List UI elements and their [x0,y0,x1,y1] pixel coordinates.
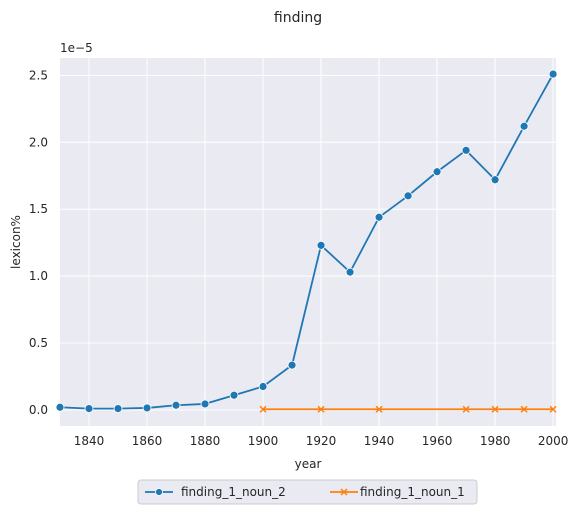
series-finding_1_noun_2 [55,69,558,414]
data-point [229,390,239,400]
x-tick-label: 1900 [248,434,279,448]
y-tick-label: 1.5 [29,202,48,216]
data-point [549,405,557,413]
legend: finding_1_noun_2 finding_1_noun_1 [137,479,478,505]
chart-title: finding [274,10,322,26]
x-tick-label: 1880 [190,434,221,448]
x-tick-label: 1860 [132,434,163,448]
x-tick-label: 1960 [422,434,453,448]
data-point [200,399,210,409]
data-point [432,167,442,177]
y-tick-label: 2.0 [29,135,48,149]
series-line [59,73,554,410]
data-point [519,121,529,131]
data-point [548,69,558,79]
x-axis-ticks: 1840 1860 1880 1900 1920 1940 1960 1980 2000 [74,434,569,448]
x-tick-label: 1840 [74,434,105,448]
data-point [84,404,94,414]
y-axis-label: lexicon% [9,215,23,269]
data-point [461,145,471,155]
data-point [345,267,355,277]
x-tick-label: 1920 [306,434,337,448]
y-offset-label: 1e−5 [60,41,93,55]
data-point [171,400,181,410]
data-point [316,240,326,250]
y-axis-ticks: 0.0 0.5 1.0 1.5 2.0 2.5 [29,68,48,417]
data-point [317,405,325,413]
data-point [520,405,528,413]
x-axis-label: year [295,457,322,471]
legend-label: finding_1_noun_2 [181,485,286,499]
data-point [490,175,500,185]
series-finding_1_noun_1 [259,405,557,413]
legend-entry: finding_1_noun_1 [330,485,465,499]
y-tick-label: 0.5 [29,336,48,350]
y-tick-label: 1.0 [29,269,48,283]
series-layer [55,69,558,414]
y-tick-label: 2.5 [29,68,48,82]
legend-box [137,479,478,505]
data-point [258,382,268,391]
data-point [113,404,123,414]
x-tick-label: 1940 [364,434,395,448]
data-point [55,402,65,412]
data-point [403,191,413,201]
plot-area [60,58,556,426]
data-point [375,405,383,413]
x-tick-label: 1980 [480,434,511,448]
legend-entry: finding_1_noun_2 [145,485,286,499]
data-point [374,212,384,222]
data-point [142,403,152,413]
x-tick-label: 2000 [538,434,569,448]
data-point [462,405,470,413]
y-tick-label: 0.0 [29,403,48,417]
data-point [491,405,499,413]
data-point [259,405,267,413]
legend-label: finding_1_noun_1 [360,485,465,499]
data-point [287,360,297,370]
